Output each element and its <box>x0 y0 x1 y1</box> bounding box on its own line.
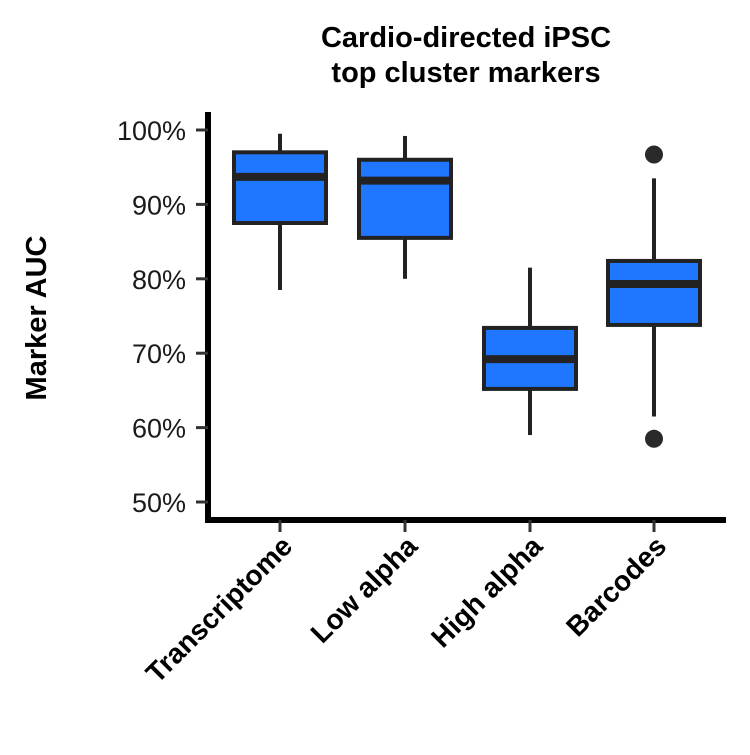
y-axis-title-group: Marker AUC <box>21 235 53 400</box>
box-iqr <box>357 157 453 240</box>
y-tick-label: 80% <box>132 265 186 295</box>
box-barcodes <box>606 145 702 448</box>
y-tick-label: 60% <box>132 414 186 444</box>
x-tick-label: Low alpha <box>305 530 424 649</box>
chart-title-line: top cluster markers <box>331 57 600 89</box>
outlier-point <box>645 429 663 448</box>
box-high-alpha <box>482 267 578 436</box>
x-tick-label: High alpha <box>425 530 548 653</box>
box-iqr <box>232 150 328 226</box>
x-tick-label: Transcriptome <box>140 530 298 688</box>
y-axis: 50% 60% 70% 80% 90% 100% <box>117 112 211 522</box>
y-tick-label: 90% <box>132 190 186 220</box>
y-tick-label: 70% <box>132 339 186 369</box>
y-axis-title: Marker AUC <box>21 235 53 400</box>
outlier-point <box>645 145 663 164</box>
x-tick-label: Barcodes <box>560 530 672 642</box>
box-transcriptome <box>232 133 328 290</box>
y-tick-label: 100% <box>117 116 186 146</box>
box-iqr <box>606 258 702 327</box>
y-tick-label: 50% <box>132 488 186 518</box>
chart-title-line: Cardio-directed iPSC <box>321 22 611 54</box>
boxes <box>232 133 702 448</box>
box-low-alpha <box>357 135 453 279</box>
x-axis: Transcriptome Low alpha High alpha Barcodes <box>140 517 726 689</box>
